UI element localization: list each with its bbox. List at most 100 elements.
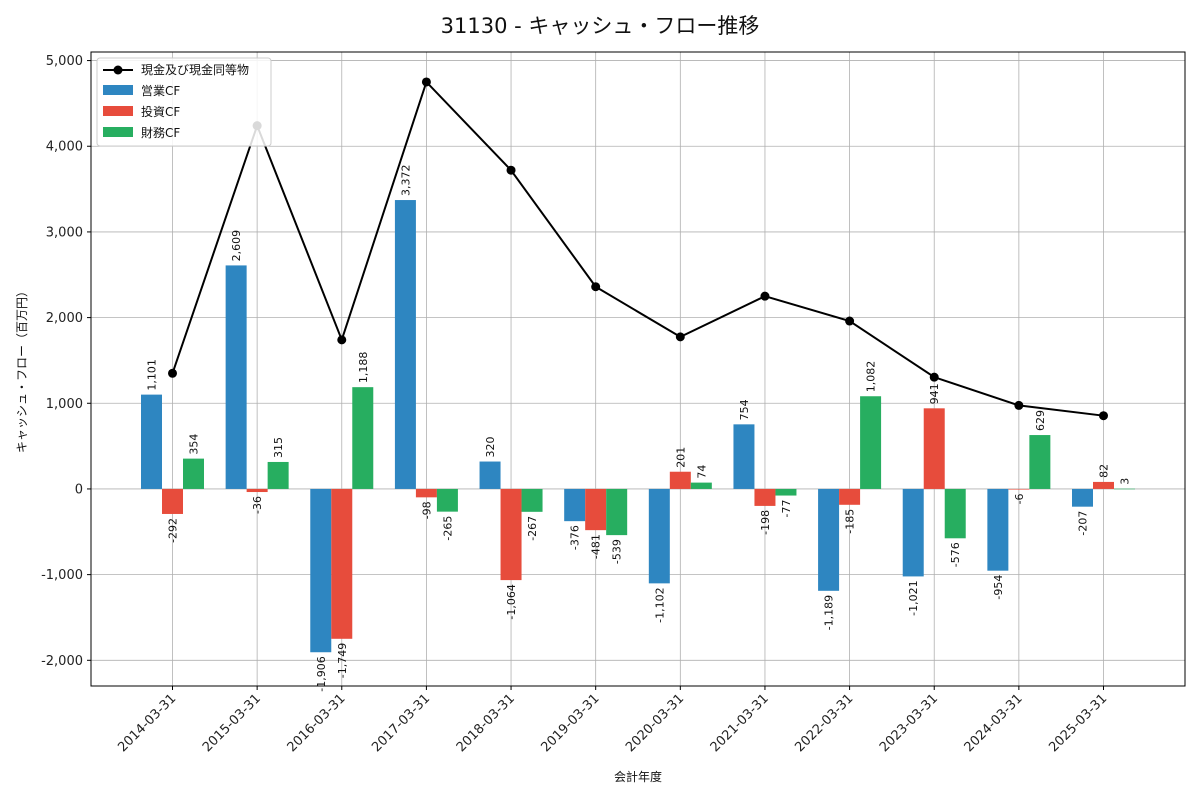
y-axis-title: キャッシュ・フロー（百万円）: [15, 285, 29, 453]
bar-investing: [923, 408, 945, 489]
x-tick-label: 2018-03-31: [454, 691, 518, 755]
bar-value-label-operating: 3,372: [399, 165, 412, 197]
bar-value-label-investing: 941: [928, 383, 941, 404]
x-axis-title: 会計年度: [614, 769, 662, 784]
y-tick-label: -1,000: [41, 568, 83, 583]
bar-value-label-investing: -1,749: [336, 643, 349, 678]
cash-balance-point: [1014, 400, 1024, 410]
legend-label-investing: 投資CF: [141, 104, 180, 119]
cash-balance-point: [168, 368, 177, 378]
x-tick-label: 2023-03-31: [877, 691, 941, 755]
bar-financing: [944, 488, 966, 539]
bar-value-label-investing: -6: [1013, 493, 1026, 504]
bar-value-label-operating: -376: [569, 525, 582, 550]
bar-investing: [839, 488, 861, 505]
legend-label-operating: 営業CF: [141, 84, 180, 98]
bar-operating: [648, 488, 670, 584]
bar-operating: [818, 488, 840, 591]
legend-label-financing: 財務CF: [141, 125, 180, 140]
bar-value-label-operating: -1,021: [907, 580, 920, 615]
legend-line-marker: [113, 65, 123, 75]
bar-investing: [246, 488, 268, 493]
bar-value-label-investing: -98: [420, 501, 433, 519]
bar-value-label-operating: -1,906: [315, 656, 328, 691]
bar-value-label-financing: 1,188: [357, 352, 370, 384]
bar-value-label-financing: 74: [695, 465, 708, 479]
bar-financing: [775, 488, 797, 496]
bar-value-label-investing: -481: [590, 534, 603, 559]
bar-operating: [141, 394, 162, 489]
bar-value-label-investing: -292: [167, 518, 180, 543]
bar-value-label-financing: -576: [949, 542, 962, 567]
bar-financing: [860, 396, 882, 489]
x-tick-label: 2021-03-31: [708, 691, 772, 755]
x-tick-label: 2014-03-31: [115, 691, 179, 755]
legend-box: [96, 57, 272, 147]
bar-value-label-investing: 82: [1098, 464, 1111, 478]
bar-financing: [1029, 435, 1051, 489]
bar-financing: [521, 488, 543, 512]
bar-value-label-operating: 1,101: [146, 359, 159, 391]
bar-value-label-operating: 2,609: [230, 230, 243, 262]
bar-financing: [690, 482, 712, 489]
bar-investing: [585, 488, 607, 531]
legend-label-cash: 現金及び現金同等物: [141, 62, 249, 77]
bar-investing: [415, 488, 437, 498]
bar-layer: [141, 200, 1135, 653]
bar-investing: [500, 488, 522, 581]
x-tick-label: 2020-03-31: [623, 691, 687, 755]
bar-financing: [1114, 488, 1135, 490]
legend-swatch-financing: [103, 127, 133, 137]
bar-value-label-investing: 201: [674, 447, 687, 468]
bar-value-label-financing: -539: [611, 539, 624, 564]
x-tick-label: 2016-03-31: [285, 691, 349, 755]
legend: 現金及び現金同等物 営業CF 投資CF 財務CF: [96, 57, 272, 147]
bar-value-label-investing: -1,064: [505, 584, 518, 619]
cash-balance-point: [760, 291, 770, 301]
y-tick-label: 5,000: [46, 54, 83, 69]
bar-value-label-operating: -954: [992, 575, 1005, 600]
grid-layer: [91, 52, 1185, 686]
bar-investing: [162, 488, 183, 514]
bar-operating: [987, 488, 1009, 571]
cash-balance-point: [421, 77, 431, 87]
bar-financing: [352, 387, 374, 489]
bar-financing: [183, 458, 204, 489]
bar-financing: [606, 488, 628, 536]
y-tick-label: 3,000: [46, 225, 83, 240]
y-tick-label: 1,000: [46, 397, 83, 412]
bar-value-label-financing: -77: [780, 500, 793, 518]
x-tick-label: 2024-03-31: [962, 691, 1026, 755]
label-layer: 1,101 2,609 -1,906 3,372 320 -376 -1,102 754 -1,…: [146, 165, 1132, 692]
x-tick-label: 2019-03-31: [538, 691, 602, 755]
bar-value-label-operating: -1,189: [823, 595, 836, 630]
cash-balance-point: [845, 316, 855, 326]
cash-balance-point: [591, 282, 601, 292]
axis-layer: -2,000 -1,000 0 1,000 2,000 3,000 4,000 5,000 20…: [41, 54, 1110, 755]
cash-balance-point: [337, 335, 347, 345]
y-tick-label: 2,000: [46, 311, 83, 326]
y-tick-label: 0: [75, 482, 83, 497]
cash-balance-point: [506, 165, 516, 175]
x-tick-label: 2025-03-31: [1046, 691, 1110, 755]
bar-value-label-financing: 354: [188, 434, 201, 455]
bar-operating: [310, 488, 332, 653]
bar-financing: [436, 488, 458, 512]
x-tick-label: 2022-03-31: [792, 691, 856, 755]
bar-operating: [733, 424, 755, 489]
cash-balance-point: [675, 332, 685, 342]
y-tick-label: 4,000: [46, 140, 83, 155]
bar-value-label-investing: -36: [251, 496, 264, 514]
bar-investing: [1008, 488, 1030, 490]
legend-swatch-operating: [103, 85, 133, 95]
x-tick-label: 2017-03-31: [369, 691, 433, 755]
bar-value-label-financing: 1,082: [865, 361, 878, 393]
bar-operating: [564, 488, 586, 522]
cash-balance-point: [1099, 411, 1108, 421]
chart-title: 31130 - キャッシュ・フロー推移: [441, 14, 760, 38]
bar-value-label-investing: -198: [759, 510, 772, 535]
bar-value-label-financing: -267: [526, 516, 539, 541]
legend-swatch-investing: [103, 106, 133, 116]
bar-investing: [331, 488, 353, 639]
